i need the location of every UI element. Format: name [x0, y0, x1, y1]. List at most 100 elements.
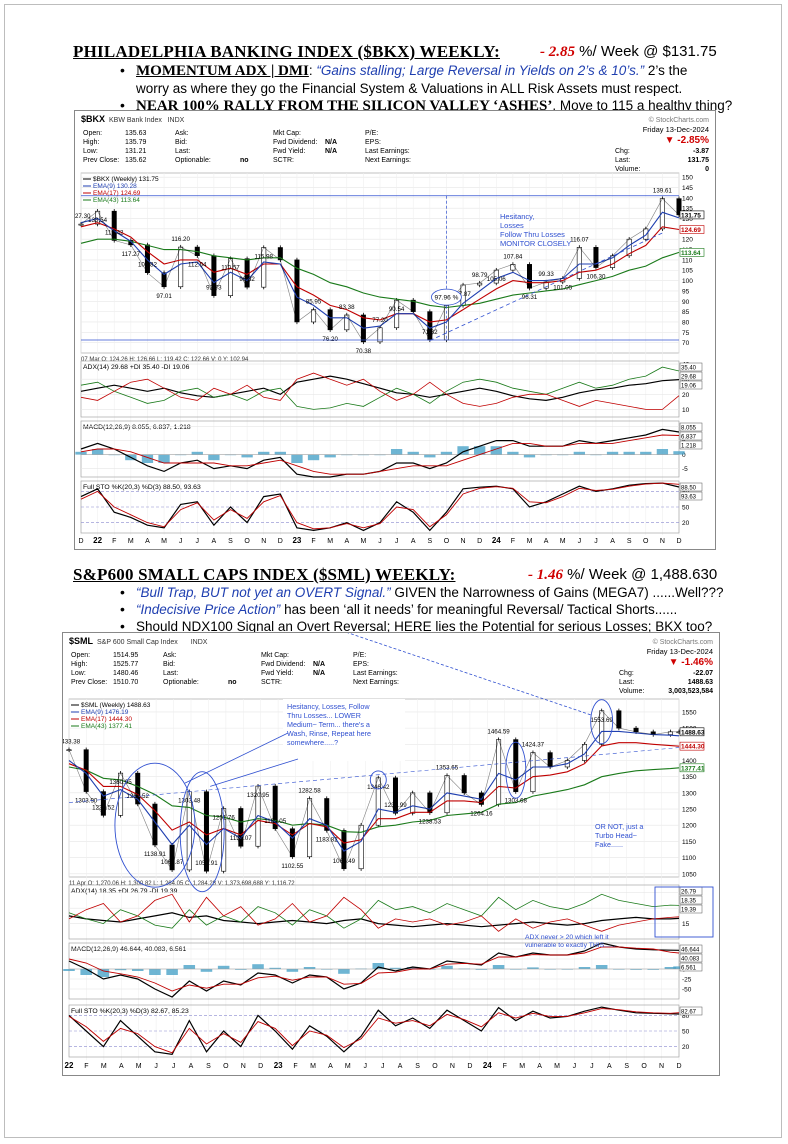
quote-label: Last Earnings: — [353, 670, 398, 677]
price-tick-label: 95 — [682, 288, 690, 295]
chart-name: KBW Bank Index — [109, 117, 162, 124]
x-axis-label: O — [244, 538, 250, 545]
candle-body — [576, 247, 582, 279]
quote-value: -3.87 — [693, 148, 709, 155]
x-axis-label: M — [310, 1063, 316, 1070]
sto-value-tag: 82.67 — [681, 1010, 697, 1016]
price-label: 1265.52 — [127, 793, 150, 800]
bkx-section-title: PHILADELPHIA BANKING INDEX ($BKX) WEEKLY… — [73, 42, 500, 61]
adx-panel-border — [68, 884, 680, 940]
quote-label: Low: — [71, 670, 86, 677]
chart-date: Friday 13-Dec-2024 — [647, 647, 713, 656]
page-border — [4, 4, 782, 1138]
x-axis-label: F — [511, 538, 515, 545]
x-axis-label: D — [477, 538, 482, 545]
macd-histogram-bar — [390, 449, 403, 455]
x-axis-label: S — [427, 538, 432, 545]
x-axis-label: A — [189, 1063, 194, 1070]
price-label: 1433.38 — [63, 739, 81, 746]
price-tick-label: 120 — [682, 237, 693, 244]
chart-pct-change: ▼ -1.46% — [669, 657, 713, 668]
value-tag-box — [679, 210, 705, 220]
bullet-text: Should NDX100 Signal an Overt Reversal; … — [136, 619, 713, 634]
macd-histogram-bar — [374, 454, 386, 456]
macd-histogram-bar — [440, 451, 453, 455]
quote-value: 1525.77 — [113, 661, 138, 668]
price-tick-label: 85 — [682, 309, 690, 316]
macd-histogram-bar — [114, 969, 127, 971]
macd-histogram-bar — [590, 454, 602, 456]
annotation-text: Losses — [500, 221, 524, 230]
annotation-text: vulnerable to exactly THIS...... — [525, 942, 616, 949]
price-tick-label: 1150 — [682, 839, 696, 846]
quote-label: Prev Close: — [71, 679, 107, 686]
price-tick-label: 90 — [682, 299, 690, 306]
price-label: 116.20 — [171, 236, 190, 243]
sto-value-tag-box — [679, 482, 703, 492]
macd-histogram-bar — [372, 963, 385, 969]
adx-panel-border — [80, 360, 680, 418]
quote-label: Fwd Yield: — [261, 670, 293, 677]
candle-body — [547, 752, 553, 768]
macd-macd-line — [68, 942, 680, 998]
price-label: 1346.42 — [367, 784, 390, 791]
value-tag: 113.64 — [681, 250, 701, 257]
chart-name: S&P 600 Small Cap Index — [97, 639, 178, 646]
price-tick-label: 1550 — [682, 709, 697, 716]
value-tag: 1488.63 — [681, 729, 705, 736]
price-label: 97.01 — [156, 293, 172, 300]
adx-tick-label: 20 — [682, 392, 690, 399]
value-tag-box — [679, 248, 705, 257]
price-label: 112.04 — [188, 262, 207, 269]
x-axis-label: M — [136, 1063, 142, 1070]
macd-histogram-bar — [509, 969, 522, 970]
price-label: 116.07 — [570, 236, 589, 243]
x-axis-label: 24 — [483, 1061, 492, 1070]
sml-chart[interactable]: $SML S&P 600 Small Cap Index INDX © StockCh… — [58, 620, 719, 1075]
adx-tick-label: 10 — [682, 407, 690, 414]
macd-histogram-bar — [441, 965, 453, 969]
value-tag-box — [679, 763, 705, 773]
sml-weekly-change: - 1.46 %/ Week @ 1,488.630 — [528, 566, 717, 584]
chart-header-bg — [75, 111, 715, 173]
adx-value-tag: 26.79 — [681, 890, 697, 896]
annotation-text: Turbo Head~ — [595, 831, 637, 840]
chart-ticker: $BKX — [81, 114, 105, 124]
price-tick-label: 100 — [682, 278, 693, 285]
value-tag-box — [679, 225, 705, 234]
annotation-text: MONITOR CLOSELY — [500, 239, 571, 248]
price-tick-label: 1300 — [682, 790, 697, 797]
price-label: 1464.59 — [487, 729, 510, 736]
macd-histogram-bar — [175, 454, 187, 456]
x-axis-label: D — [467, 1063, 472, 1070]
chart-date: Friday 13-Dec-2024 — [643, 125, 709, 134]
macd-histogram-bar — [320, 969, 333, 970]
quote-value: 131.75 — [688, 157, 710, 164]
macd-histogram-bar — [544, 969, 556, 970]
quote-label: Fwd Yield: — [273, 148, 305, 155]
x-axis-label: O — [444, 538, 450, 545]
price-label: 133.54 — [88, 217, 107, 224]
macd-histogram-bar — [664, 967, 677, 969]
macd-signal-line — [80, 434, 680, 475]
x-axis-label: N — [450, 1063, 455, 1070]
x-axis-label: O — [223, 1063, 229, 1070]
quote-value: 1488.63 — [688, 679, 713, 686]
x-axis-label: S — [206, 1063, 211, 1070]
fake-ellipse — [505, 741, 527, 799]
price-label: 117.27 — [122, 251, 141, 258]
x-axis-label: O — [641, 1063, 647, 1070]
price-label: 1230.52 — [92, 804, 115, 811]
price-label: 1360.95 — [109, 779, 132, 786]
price-label: 1353.65 — [436, 764, 459, 771]
bkx-bullet-cont: worry as where they go the Financial Sys… — [118, 80, 732, 97]
sto-tick-label: 20 — [682, 520, 690, 527]
annotation-text: Follow Thru Losses — [500, 230, 565, 239]
x-axis-label: A — [537, 1063, 542, 1070]
price-label: 92.73 — [206, 285, 222, 292]
ema43-line — [68, 766, 680, 833]
x-axis-label: J — [395, 538, 399, 545]
sto-d-line — [68, 1008, 680, 1054]
bkx-chart[interactable]: $BKX KBW Bank Index INDX © StockCharts.comF… — [72, 111, 715, 549]
price-label: 90.54 — [389, 306, 405, 313]
